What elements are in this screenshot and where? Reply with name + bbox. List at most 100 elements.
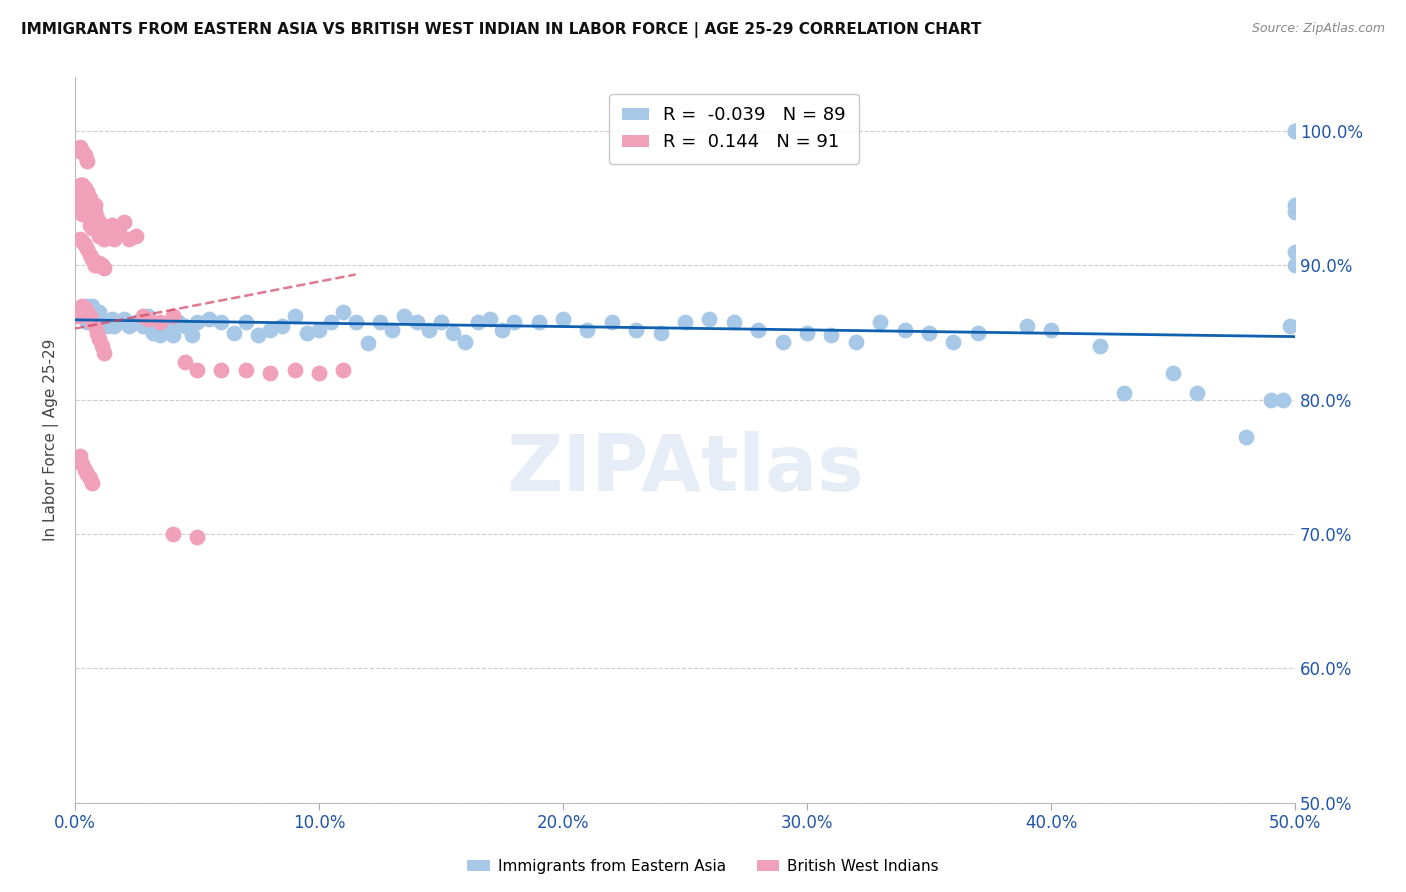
Point [73,301,96,316]
Point [112,312,135,326]
Point [118,318,141,333]
Point [308,323,330,337]
Point [86,326,108,340]
Point [186,363,208,377]
Point [222,326,245,340]
Point [430,315,453,329]
Point [83,198,105,212]
Point [149,315,172,329]
Point [79,470,101,484]
Point [69,202,91,216]
Point [1284,259,1306,273]
Legend: Immigrants from Eastern Asia, British West Indians: Immigrants from Eastern Asia, British We… [461,853,945,880]
Point [966,326,988,340]
Point [100,312,122,326]
Point [1114,386,1136,401]
Point [72,234,94,248]
Point [76,202,98,216]
Point [83,318,105,333]
Point [796,326,818,340]
Point [357,336,380,351]
Point [90,218,112,232]
Point [259,366,281,380]
Point [295,326,318,340]
Point [86,211,108,226]
Text: ZIPAtlas: ZIPAtlas [506,431,863,507]
Point [772,334,794,349]
Point [76,467,98,481]
Point [72,178,94,192]
Point [394,310,416,324]
Point [79,310,101,324]
Point [90,339,112,353]
Point [173,355,195,369]
Point [1040,323,1063,337]
Point [112,215,135,229]
Point [69,188,91,202]
Point [73,310,96,324]
Point [73,185,96,199]
Point [89,215,111,229]
Point [73,194,96,208]
Point [79,198,101,212]
Point [673,315,696,329]
Point [284,363,307,377]
Point [83,259,105,273]
Point [344,315,367,329]
Point [1260,392,1282,407]
Point [1088,339,1111,353]
Point [72,457,94,471]
Point [76,185,98,199]
Point [83,204,105,219]
Point [845,334,868,349]
Point [162,310,184,324]
Point [186,530,208,544]
Point [284,310,307,324]
Point [82,207,104,221]
Point [72,301,94,316]
Point [441,326,464,340]
Point [96,318,118,333]
Point [83,259,105,273]
Point [235,363,257,377]
Point [142,326,165,340]
Point [381,323,404,337]
Point [491,323,513,337]
Point [626,323,648,337]
Point [332,305,354,319]
Point [76,185,98,199]
Y-axis label: In Labor Force | Age 25-29: In Labor Force | Age 25-29 [44,339,59,541]
Point [82,252,104,266]
Point [467,315,489,329]
Point [418,323,440,337]
Point [79,248,101,262]
Point [1284,204,1306,219]
Point [259,323,281,337]
Point [72,145,94,159]
Point [1187,386,1209,401]
Point [79,308,101,322]
Point [149,328,172,343]
Point [73,202,96,216]
Point [98,228,121,243]
Point [118,231,141,245]
Point [73,462,96,476]
Point [271,318,294,333]
Point [79,202,101,216]
Point [89,332,111,346]
Point [93,315,115,329]
Point [1284,124,1306,138]
Point [368,315,391,329]
Point [83,315,105,329]
Text: Source: ZipAtlas.com: Source: ZipAtlas.com [1251,22,1385,36]
Point [83,215,105,229]
Point [93,345,115,359]
Point [893,323,915,337]
Point [82,202,104,216]
Text: IMMIGRANTS FROM EASTERN ASIA VS BRITISH WEST INDIAN IN LABOR FORCE | AGE 25-29 C: IMMIGRANTS FROM EASTERN ASIA VS BRITISH … [21,22,981,38]
Point [186,315,208,329]
Point [308,366,330,380]
Point [918,326,941,340]
Point [166,315,188,329]
Point [83,310,105,324]
